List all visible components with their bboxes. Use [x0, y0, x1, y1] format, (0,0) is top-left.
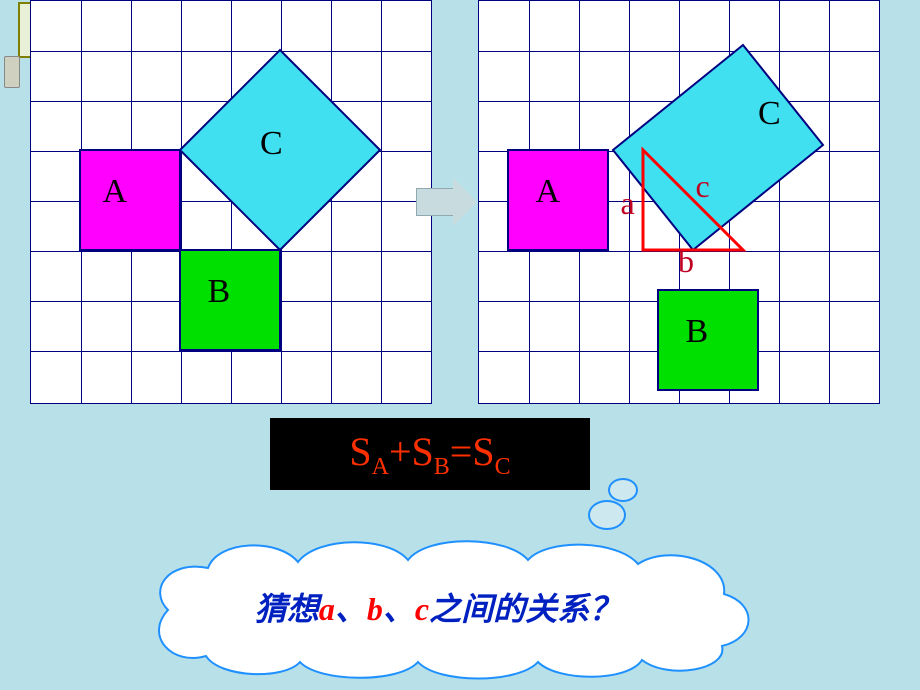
formula-subC: C	[495, 454, 511, 480]
formula-subB: B	[434, 454, 450, 480]
formula-S2: S	[412, 429, 434, 474]
title-tab-decoration	[4, 56, 20, 88]
label-B-right: B	[686, 313, 709, 351]
arrow-icon	[416, 178, 477, 226]
label-C-left: C	[260, 125, 283, 163]
cloud-text-b: b	[367, 591, 383, 627]
formula-S3: S	[472, 429, 494, 474]
formula-text: SA+SB=SC	[349, 428, 510, 481]
label-side-a: a	[621, 185, 635, 222]
cloud-text-post: 之间的关系？	[429, 591, 621, 627]
label-side-b: b	[678, 243, 694, 280]
formula-box: SA+SB=SC	[270, 418, 590, 490]
cloud-text-a: a	[319, 591, 335, 627]
label-side-c: c	[696, 168, 710, 205]
cloud-text-pre: 猜想	[255, 591, 319, 627]
cloud-text: 猜想a、b、c之间的关系？	[128, 584, 748, 630]
label-A-right: A	[536, 173, 561, 211]
formula-S1: S	[349, 429, 371, 474]
label-C-right: C	[758, 95, 781, 133]
label-A-left: A	[103, 173, 128, 211]
cloud-text-c: c	[415, 591, 429, 627]
cloud-text-sep2: 、	[383, 591, 415, 627]
formula-plus: +	[389, 429, 412, 474]
arrow-shaft	[416, 188, 453, 216]
arrow-head	[453, 178, 477, 226]
thought-cloud: 猜想a、b、c之间的关系？	[128, 526, 748, 676]
formula-subA: A	[372, 454, 389, 480]
left-shapes-svg	[30, 0, 430, 402]
label-B-left: B	[208, 273, 231, 311]
cloud-text-sep1: 、	[335, 591, 367, 627]
formula-eq: =	[450, 429, 473, 474]
